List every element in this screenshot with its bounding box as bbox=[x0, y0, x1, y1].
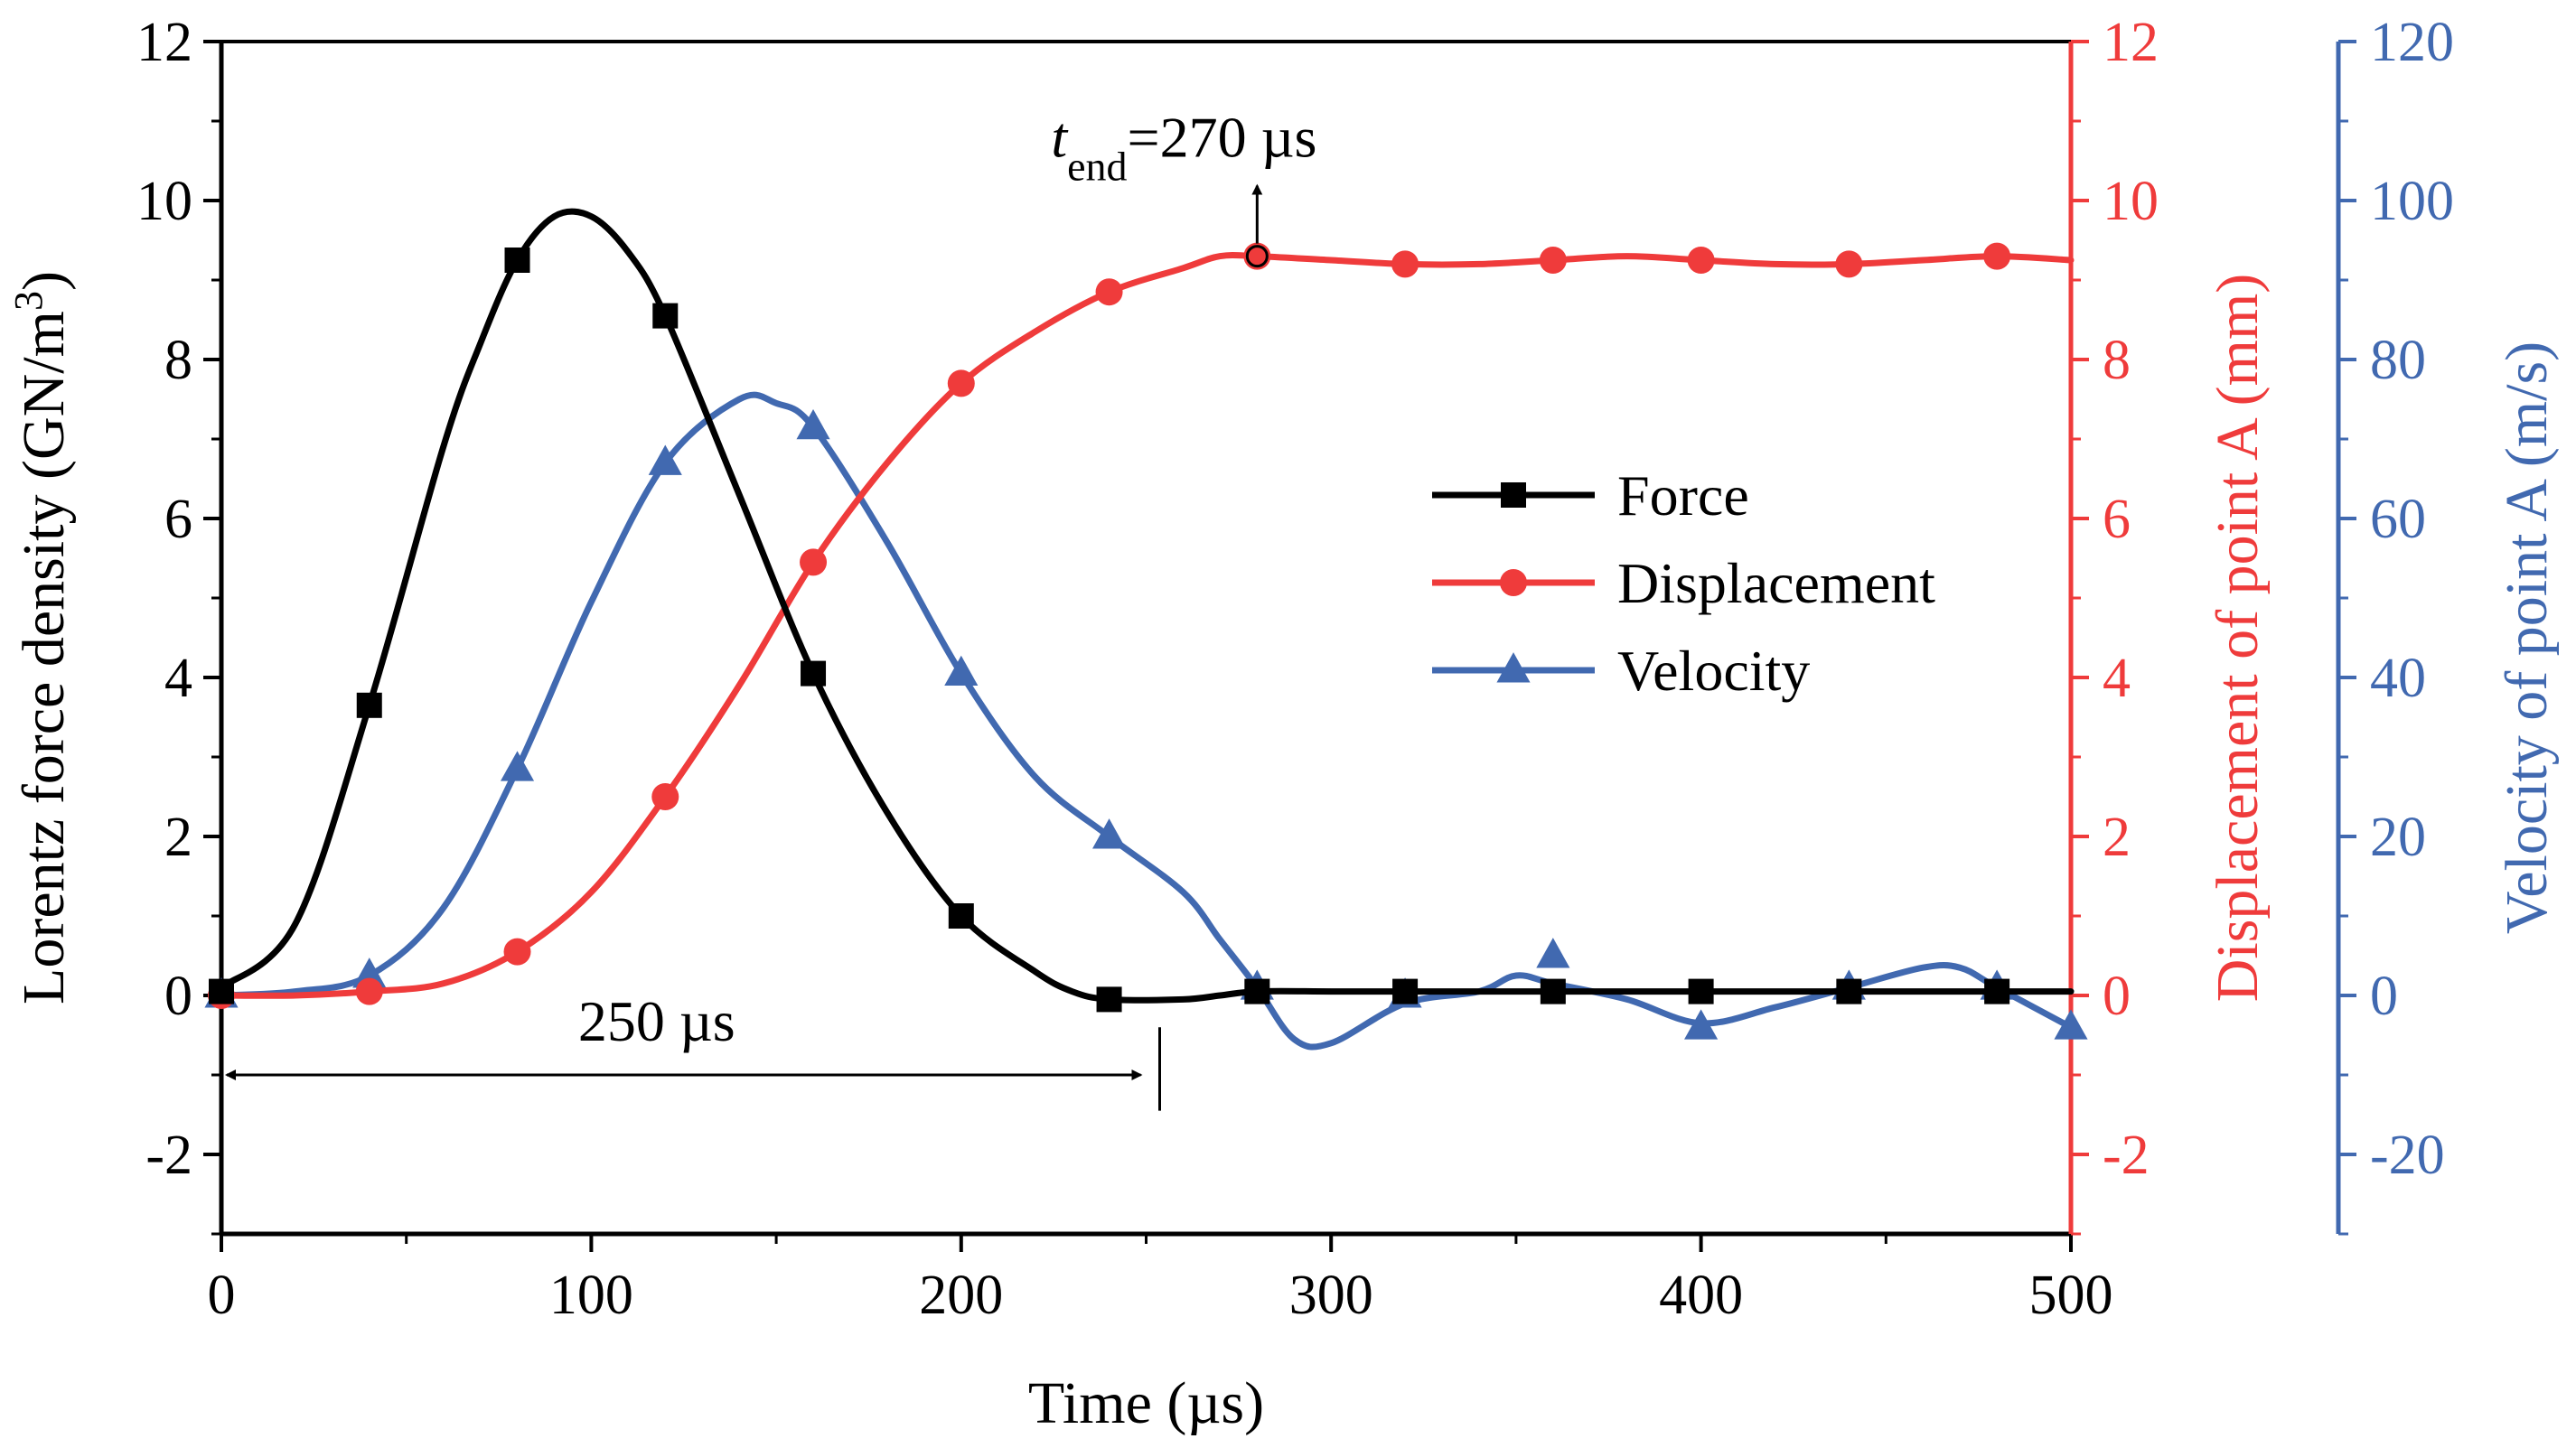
velocity-point bbox=[500, 751, 535, 781]
y-left-tick-label-6: 10 bbox=[136, 171, 192, 232]
y-left-tick-label-3: 4 bbox=[164, 648, 192, 709]
y-right2-tick-label-7: 120 bbox=[2370, 12, 2454, 73]
t-end-marker-ring bbox=[1245, 245, 1269, 268]
force-point bbox=[948, 903, 974, 929]
axes-group: 0 100 200 300 400 500-2024681012-2024681012-2… bbox=[136, 12, 2454, 1326]
line-displacement bbox=[218, 251, 2075, 999]
legend-marker-velocity bbox=[1496, 652, 1531, 683]
legend-marker-displacement bbox=[1500, 569, 1527, 596]
y-left-tick-label-2: 2 bbox=[164, 807, 192, 868]
y-right1-tick-label-2: 2 bbox=[2103, 807, 2131, 868]
force-point bbox=[1392, 978, 1419, 1004]
y-axis-displacement-title: Displacement of point A (mm) bbox=[2205, 274, 2271, 1003]
force-point bbox=[209, 978, 234, 1004]
force-point bbox=[1688, 978, 1714, 1004]
legend-label-force: Force bbox=[1617, 463, 1749, 528]
y-axis-velocity-title: Velocity of point A (m/s) bbox=[2494, 341, 2560, 934]
x-tick-label-0: 0 bbox=[208, 1265, 236, 1326]
y-right1-tick-label-4: 6 bbox=[2103, 489, 2131, 550]
y-right1-tick-label-1: 0 bbox=[2103, 966, 2131, 1027]
displacement-point bbox=[1835, 250, 1863, 278]
displacement-point bbox=[947, 369, 975, 397]
y-right2-tick-label-3: 40 bbox=[2370, 648, 2426, 709]
displacement-point bbox=[651, 783, 679, 810]
x-axis-title: Time (µs) bbox=[1028, 1370, 1264, 1436]
y-axis-left-title-main: Lorentz force density (GN/m bbox=[11, 311, 77, 1004]
y-right2-tick-label-0: -20 bbox=[2370, 1125, 2445, 1186]
y-axis-left-title-end: ) bbox=[11, 271, 77, 291]
x-tick-label-1: 100 bbox=[549, 1265, 633, 1326]
displacement-point bbox=[1539, 247, 1567, 274]
force-point bbox=[1540, 978, 1566, 1004]
y-left-tick-label-7: 12 bbox=[136, 12, 192, 73]
y-axis-left-title: Lorentz force density (GN/m3) bbox=[6, 271, 78, 1004]
y-right1-tick-label-0: -2 bbox=[2103, 1125, 2150, 1186]
velocity-point bbox=[1536, 938, 1570, 968]
force-point bbox=[1984, 978, 2010, 1004]
series-velocity bbox=[204, 391, 2088, 1051]
annotation-group: tend=270 µs 250 µs bbox=[225, 106, 1316, 1111]
series-displacement bbox=[208, 242, 2075, 1009]
series-force bbox=[209, 208, 2075, 1013]
velocity-point bbox=[352, 958, 387, 988]
legend-label-displacement: Displacement bbox=[1617, 551, 1935, 615]
velocity-point bbox=[944, 655, 979, 687]
y-right1-tick-label-7: 12 bbox=[2103, 12, 2159, 73]
velocity-point bbox=[648, 444, 682, 475]
legend-label-velocity: Velocity bbox=[1617, 639, 1810, 703]
x-tick-label-2: 200 bbox=[919, 1265, 1003, 1326]
legend-marker-force bbox=[1501, 482, 1526, 508]
y-right2-tick-label-4: 60 bbox=[2370, 489, 2426, 550]
velocity-point bbox=[2054, 1009, 2088, 1040]
y-left-tick-label-4: 6 bbox=[164, 489, 192, 550]
displacement-point bbox=[1391, 250, 1419, 278]
displacement-point bbox=[355, 977, 383, 1005]
y-right1-tick-label-5: 8 bbox=[2103, 330, 2131, 391]
displacement-point bbox=[800, 548, 828, 576]
legend: Force Displacement Velocity bbox=[1432, 463, 1935, 703]
force-point bbox=[801, 660, 827, 687]
y-right2-tick-label-2: 20 bbox=[2370, 807, 2426, 868]
displacement-point bbox=[1687, 247, 1715, 274]
y-right1-tick-label-3: 4 bbox=[2103, 648, 2131, 709]
line-velocity bbox=[218, 391, 2075, 1051]
x-tick-label-4: 400 bbox=[1659, 1265, 1743, 1326]
y-left-tick-label-0: -2 bbox=[145, 1125, 192, 1186]
y-left-tick-label-5: 8 bbox=[164, 330, 192, 391]
t-end-main: t bbox=[1051, 106, 1069, 170]
t-end-annotation: tend=270 µs bbox=[1051, 106, 1316, 190]
velocity-point bbox=[796, 408, 830, 440]
velocity-point bbox=[1092, 818, 1127, 849]
y-left-tick-label-1: 0 bbox=[164, 966, 192, 1027]
force-point bbox=[1836, 978, 1862, 1004]
velocity-point bbox=[1684, 1009, 1719, 1040]
t-end-sub: end bbox=[1067, 143, 1127, 189]
x-tick-label-3: 300 bbox=[1289, 1265, 1373, 1326]
series-group bbox=[204, 208, 2088, 1051]
x-tick-label-5: 500 bbox=[2029, 1265, 2113, 1326]
duration-annotation-label: 250 µs bbox=[578, 989, 735, 1053]
displacement-point bbox=[503, 938, 531, 966]
force-point bbox=[1096, 986, 1122, 1013]
t-end-rest: =270 µs bbox=[1128, 106, 1317, 170]
force-point bbox=[504, 248, 530, 273]
force-point bbox=[356, 692, 382, 718]
displacement-point bbox=[1095, 278, 1123, 306]
y-right1-tick-label-6: 10 bbox=[2103, 171, 2159, 232]
axis-titles: Time (µs) Lorentz force density (GN/m3) … bbox=[6, 271, 2561, 1436]
y-right2-tick-label-6: 100 bbox=[2370, 171, 2454, 232]
y-right2-tick-label-5: 80 bbox=[2370, 330, 2426, 391]
displacement-point bbox=[1983, 242, 2011, 270]
force-point bbox=[1244, 978, 1270, 1004]
y-axis-left-title-sup: 3 bbox=[6, 291, 51, 311]
y-right2-tick-label-1: 0 bbox=[2370, 966, 2398, 1027]
force-point bbox=[652, 303, 679, 329]
